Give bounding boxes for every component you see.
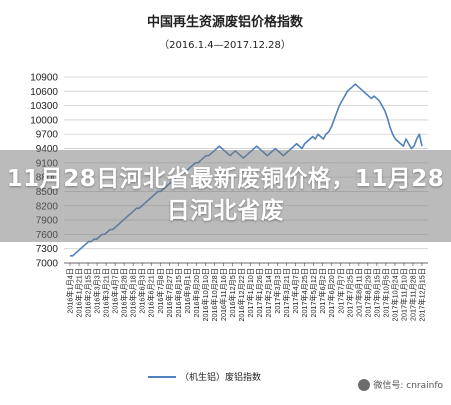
headline-overlay-band: [0, 150, 451, 242]
x-tick-label: 2016年3月3日: [93, 268, 102, 314]
x-tick-label: 2016年4月28日: [120, 268, 129, 318]
x-tick-label: 2017年6月2日: [318, 268, 327, 314]
x-tick-label: 2017年1月10日: [246, 268, 255, 318]
x-tick-label: 2017年4月7日: [291, 268, 300, 314]
x-tick-label: 2016年7月8日: [156, 268, 165, 314]
y-tick-label: 10300: [30, 101, 58, 112]
x-tick-label: 2016年12月5日: [228, 268, 237, 318]
x-tick-label: 2016年11月16日: [219, 268, 228, 321]
x-tick-label: 2017年3月3日: [273, 268, 282, 314]
x-tick-label: 2017年6月20日: [327, 268, 336, 318]
x-tick-label: 2017年5月12日: [309, 268, 318, 318]
watermark-text: 微信号: cnrainfo: [373, 381, 443, 391]
x-tick-label: 2017年10月5日: [381, 268, 390, 318]
y-tick-label: 7000: [36, 259, 59, 270]
x-tick-label: 2017年8月11日: [354, 268, 363, 317]
x-tick-label: 2017年8月29日: [363, 268, 372, 318]
wechat-logo-icon: [358, 378, 371, 391]
x-tick-label: 2016年10月28日: [210, 268, 219, 322]
wechat-watermark: 微信号: cnrainfo: [358, 378, 443, 391]
x-axis-ticks: 2016年1月4日 2016年1月21日 2016年2月15日 2016年3月3日 20…: [66, 263, 427, 322]
legend-label: （机生铝）废铝指数: [180, 371, 261, 383]
legend: （机生铝）废铝指数: [148, 371, 261, 383]
x-tick-label: 2016年2月15日: [84, 268, 93, 318]
y-tick-label: 9400: [36, 144, 59, 155]
chart-subtitle: （2016.1.4—2017.12.28）: [159, 39, 291, 51]
x-tick-label: 2016年6月21日: [147, 268, 156, 318]
x-tick-label: 2016年8月15日: [174, 268, 183, 318]
x-tick-label: 2016年9月1日: [183, 268, 192, 314]
x-tick-label: 2017年12月15日: [418, 268, 427, 322]
x-tick-label: 2017年10月24日: [390, 268, 399, 322]
y-tick-label: 10000: [30, 115, 58, 126]
y-tick-label: 7300: [36, 244, 59, 255]
x-tick-label: 2016年6月3日: [138, 268, 147, 314]
x-tick-label: 2017年9月15日: [372, 268, 381, 318]
x-tick-label: 2016年1月4日: [66, 268, 75, 314]
x-tick-label: 2017年1月26日: [255, 268, 264, 318]
x-tick-label: 2016年1月21日: [75, 268, 84, 318]
y-tick-label: 10900: [30, 73, 58, 84]
headline-overlay-text[interactable]: 11月28日河北省最新废铜价格，11月28日河北省废: [6, 166, 445, 224]
chart-title: 中国再生资源废铝价格指数: [147, 14, 304, 30]
x-tick-label: 2016年12月22日: [237, 268, 246, 322]
x-tick-label: 2017年11月28日: [408, 268, 417, 321]
x-tick-label: 2016年5月18日: [129, 268, 138, 318]
y-tick-label: 10600: [30, 87, 58, 98]
x-tick-label: 2017年2月14日: [264, 268, 273, 318]
x-tick-label: 2016年10月10日: [201, 268, 210, 322]
x-tick-label: 2017年7月25日: [345, 268, 354, 318]
x-tick-label: 2016年4月7日: [111, 268, 120, 314]
x-tick-label: 2016年7月27日: [165, 268, 174, 318]
y-tick-label: 9700: [36, 130, 59, 141]
x-tick-label: 2017年7月7日: [336, 268, 345, 314]
x-tick-label: 2017年3月21日: [282, 268, 291, 318]
x-tick-label: 2017年11月10日: [399, 268, 408, 321]
x-tick-label: 2016年9月20日: [192, 268, 201, 318]
x-tick-label: 2016年3月21日: [102, 268, 111, 318]
x-tick-label: 2017年4月25日: [300, 268, 309, 318]
